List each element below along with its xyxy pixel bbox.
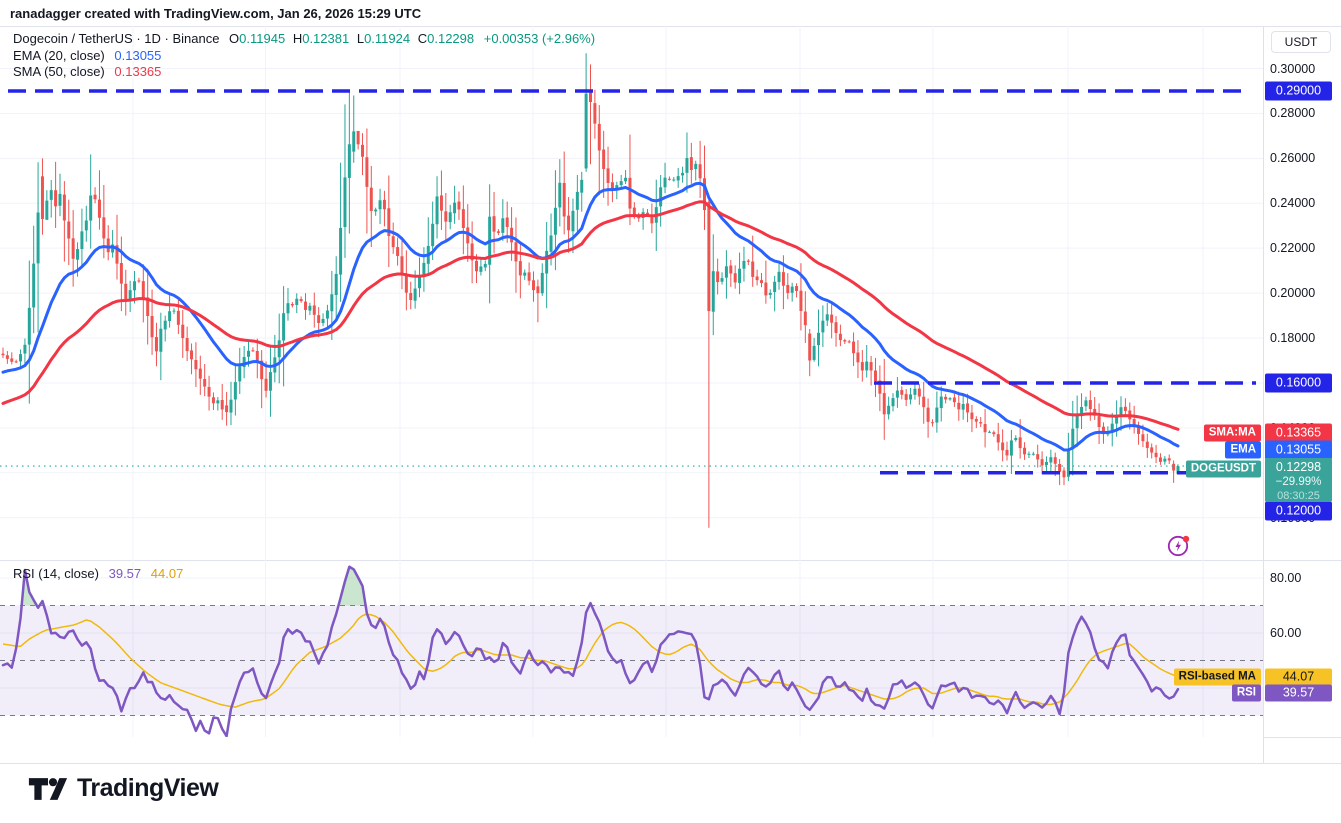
low-label: L bbox=[356, 31, 365, 46]
rsi-pane-chart[interactable] bbox=[0, 560, 1263, 737]
rsi-line bbox=[1, 565, 1180, 737]
tradingview-logo-icon bbox=[28, 777, 68, 800]
rsi-ma-line-tag: RSI-based MA bbox=[1173, 668, 1261, 686]
rsi-tick-80.00: 80.00 bbox=[1270, 571, 1302, 585]
rsi-value: 39.57 bbox=[108, 566, 142, 581]
price-tick-0.24000: 0.24000 bbox=[1270, 196, 1316, 211]
ema-value: 0.13055 bbox=[114, 47, 162, 63]
pane-separator[interactable] bbox=[0, 560, 1341, 561]
open-label: O bbox=[229, 31, 240, 46]
flash-publish-icon[interactable] bbox=[1166, 532, 1192, 558]
time-axis[interactable]: JunJulAugSepOctNovDec2026Feb bbox=[0, 737, 1263, 763]
price-tick-0.20000: 0.20000 bbox=[1270, 286, 1316, 301]
sma-price-chip: 0.13365 bbox=[1265, 423, 1332, 443]
rsi-ma-value: 44.07 bbox=[150, 566, 184, 581]
last-price-value: 0.12298 bbox=[1275, 460, 1322, 474]
ema-price-chip: 0.13055 bbox=[1265, 440, 1332, 460]
chart-bottom-border bbox=[0, 763, 1341, 764]
level-chip-0.29: 0.29000 bbox=[1265, 81, 1332, 101]
price-pane-chart[interactable] bbox=[0, 26, 1263, 560]
chart-top-border bbox=[0, 26, 1341, 27]
sma-indicator-row[interactable]: SMA (50, close) 0.13365 bbox=[13, 64, 595, 81]
ema-label[interactable]: EMA (20, close) bbox=[13, 47, 105, 63]
high-label: H bbox=[292, 31, 303, 46]
ema-line-tag: EMA bbox=[1225, 441, 1261, 459]
low-value: 0.11924 bbox=[364, 31, 411, 46]
symbol-title[interactable]: Dogecoin / TetherUS · 1D · Binance bbox=[13, 31, 220, 46]
rsi-ma-value-chip: 44.07 bbox=[1265, 668, 1332, 686]
symbol-price-tag: DOGEUSDT bbox=[1185, 460, 1261, 478]
price-tick-0.26000: 0.26000 bbox=[1270, 151, 1316, 166]
price-tick-0.22000: 0.22000 bbox=[1270, 241, 1316, 256]
symbol-ohlc-row[interactable]: Dogecoin / TetherUS · 1D · Binance O0.11… bbox=[13, 31, 595, 48]
last-price-change: −29.99% bbox=[1275, 475, 1322, 488]
tradingview-logo[interactable]: TradingView bbox=[28, 774, 219, 803]
ema-indicator-row[interactable]: EMA (20, close) 0.13055 bbox=[13, 48, 595, 65]
price-tick-0.18000: 0.18000 bbox=[1270, 331, 1316, 346]
change-value: +0.00353 (+2.96%) bbox=[483, 31, 596, 46]
open-value: 0.11945 bbox=[239, 31, 286, 46]
legend: Dogecoin / TetherUS · 1D · Binance O0.11… bbox=[13, 31, 595, 81]
close-value: 0.12298 bbox=[427, 31, 475, 46]
sma-label[interactable]: SMA (50, close) bbox=[13, 64, 105, 79]
watermark-attribution: ranadagger created with TradingView.com,… bbox=[10, 6, 422, 21]
sma50-line bbox=[1, 200, 1180, 431]
price-tick-0.28000: 0.28000 bbox=[1270, 106, 1316, 121]
price-axis-border bbox=[1263, 26, 1264, 763]
candlestick-series bbox=[1, 53, 1180, 528]
rsi-line-tag: RSI bbox=[1231, 684, 1261, 701]
rsi-legend-row[interactable]: RSI (14, close) 39.57 44.07 bbox=[13, 566, 183, 581]
rsi-ma-line bbox=[2, 613, 1179, 708]
level-chip-0.12: 0.12000 bbox=[1265, 501, 1332, 521]
rsi-value-chip: 39.57 bbox=[1265, 684, 1332, 701]
rsi-tick-60.00: 60.00 bbox=[1270, 626, 1302, 640]
tradingview-logo-text: TradingView bbox=[77, 774, 219, 802]
price-tick-0.30000: 0.30000 bbox=[1270, 61, 1316, 76]
rsi-label[interactable]: RSI (14, close) bbox=[13, 566, 99, 581]
bar-countdown: 08:30:25 bbox=[1277, 490, 1320, 502]
sma-value: 0.13365 bbox=[114, 64, 162, 79]
last-price-chip: 0.12298 −29.99% 08:30:25 bbox=[1265, 458, 1332, 502]
level-chip-0.16: 0.16000 bbox=[1265, 373, 1332, 393]
sma-line-tag: SMA:MA bbox=[1203, 424, 1261, 442]
high-value: 0.12381 bbox=[302, 31, 350, 46]
ema20-line bbox=[1, 181, 1180, 452]
currency-toggle-button[interactable]: USDT bbox=[1271, 31, 1331, 53]
close-label: C bbox=[417, 31, 428, 46]
